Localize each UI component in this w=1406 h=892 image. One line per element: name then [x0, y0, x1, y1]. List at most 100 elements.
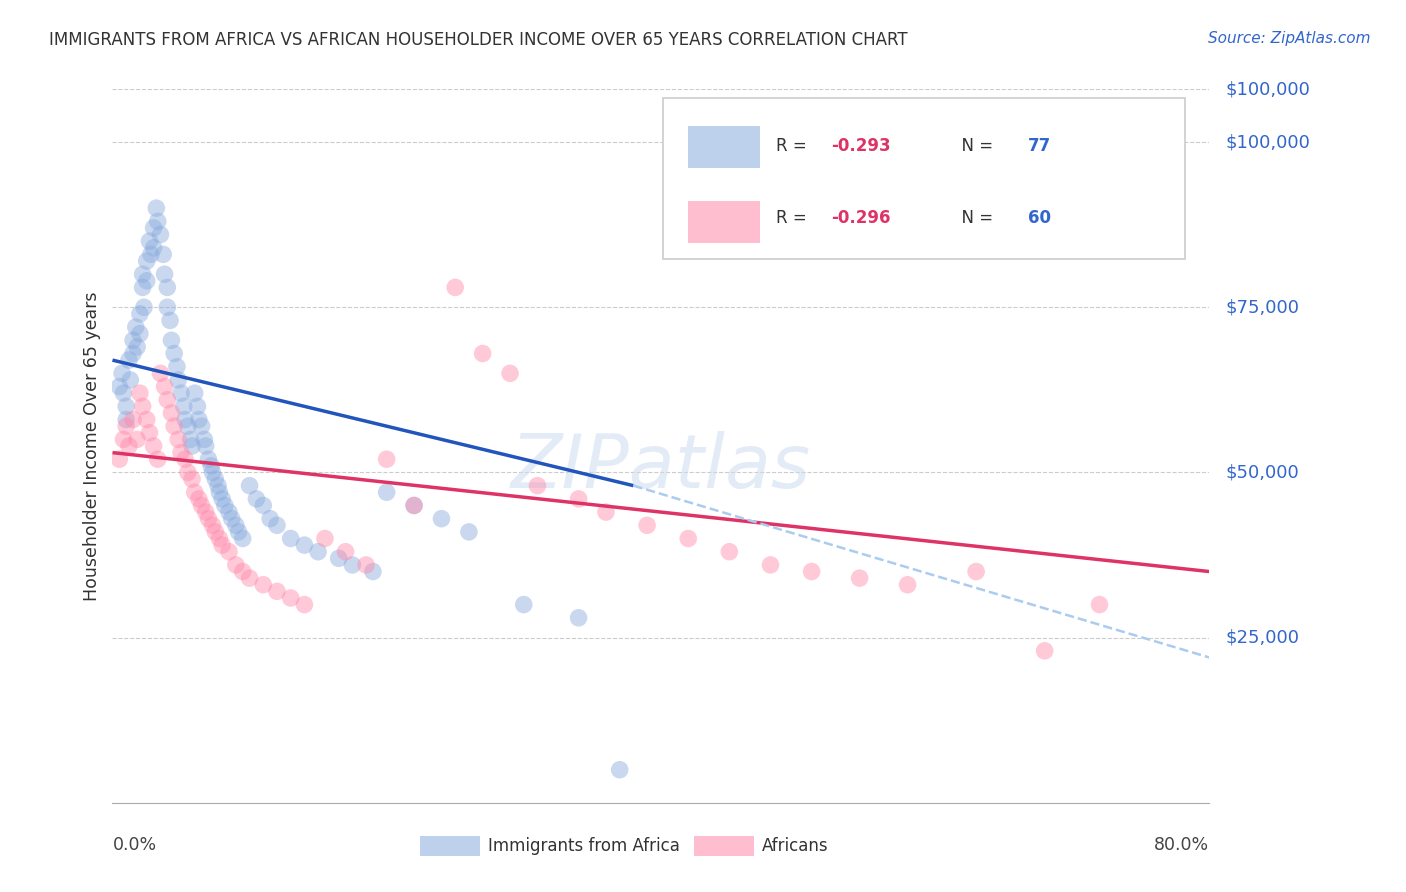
- Point: [444, 280, 467, 294]
- Point: [129, 326, 152, 341]
- Point: [167, 433, 190, 447]
- Point: [132, 300, 155, 314]
- Point: [174, 412, 197, 426]
- Point: [404, 499, 426, 513]
- Point: [526, 478, 548, 492]
- Point: [127, 433, 149, 447]
- Point: [266, 584, 288, 599]
- Text: Immigrants from Africa: Immigrants from Africa: [488, 838, 679, 855]
- Point: [499, 367, 522, 381]
- Point: [194, 505, 217, 519]
- Point: [609, 763, 631, 777]
- Point: [160, 333, 183, 347]
- Point: [208, 485, 231, 500]
- Point: [186, 400, 208, 414]
- Point: [135, 254, 157, 268]
- Text: $100,000: $100,000: [1226, 80, 1310, 98]
- Point: [115, 412, 138, 426]
- Point: [207, 478, 229, 492]
- Point: [163, 346, 186, 360]
- Point: [187, 491, 209, 506]
- Text: 77: 77: [1028, 137, 1052, 155]
- Point: [142, 241, 165, 255]
- Point: [430, 511, 453, 525]
- Point: [156, 392, 179, 407]
- Point: [513, 598, 536, 612]
- Point: [129, 386, 152, 401]
- Point: [142, 221, 165, 235]
- Point: [204, 472, 226, 486]
- Point: [197, 511, 219, 525]
- Point: [266, 518, 288, 533]
- Text: ZIPatlas: ZIPatlas: [510, 432, 811, 503]
- Point: [115, 400, 138, 414]
- Point: [294, 598, 316, 612]
- Point: [181, 439, 204, 453]
- Point: [145, 201, 167, 215]
- FancyBboxPatch shape: [689, 127, 759, 168]
- Point: [636, 518, 658, 533]
- FancyBboxPatch shape: [664, 98, 1185, 259]
- Point: [177, 466, 200, 480]
- Text: $75,000: $75,000: [1226, 298, 1299, 317]
- Point: [201, 466, 224, 480]
- Point: [245, 491, 267, 506]
- Point: [228, 524, 250, 539]
- Point: [201, 518, 224, 533]
- Point: [131, 267, 153, 281]
- Text: Africans: Africans: [762, 838, 828, 855]
- Point: [232, 565, 254, 579]
- Point: [115, 419, 138, 434]
- Point: [211, 538, 233, 552]
- Point: [197, 452, 219, 467]
- Text: 0.0%: 0.0%: [112, 836, 156, 854]
- Point: [568, 611, 591, 625]
- Point: [280, 532, 302, 546]
- Point: [190, 499, 212, 513]
- Point: [194, 439, 217, 453]
- Point: [458, 524, 481, 539]
- Point: [138, 234, 160, 248]
- Point: [965, 565, 987, 579]
- Point: [1033, 644, 1056, 658]
- Point: [375, 485, 398, 500]
- Point: [183, 485, 207, 500]
- Point: [193, 433, 215, 447]
- Point: [328, 551, 350, 566]
- Point: [146, 452, 169, 467]
- Point: [112, 433, 135, 447]
- Point: [122, 333, 145, 347]
- Point: [174, 452, 197, 467]
- Point: [156, 300, 179, 314]
- Point: [111, 367, 134, 381]
- Point: [183, 386, 207, 401]
- Point: [718, 545, 741, 559]
- Point: [167, 373, 190, 387]
- Point: [239, 571, 262, 585]
- Point: [131, 280, 153, 294]
- Point: [180, 433, 202, 447]
- Point: [138, 425, 160, 440]
- Point: [225, 518, 247, 533]
- Text: $50,000: $50,000: [1226, 464, 1299, 482]
- Point: [152, 247, 174, 261]
- Point: [160, 406, 183, 420]
- Point: [595, 505, 617, 519]
- Point: [127, 340, 149, 354]
- Text: R =: R =: [776, 137, 813, 155]
- Point: [204, 524, 226, 539]
- Text: Source: ZipAtlas.com: Source: ZipAtlas.com: [1208, 31, 1371, 46]
- Point: [678, 532, 700, 546]
- Text: N =: N =: [952, 209, 998, 227]
- Point: [139, 247, 162, 261]
- Point: [177, 419, 200, 434]
- Point: [214, 499, 236, 513]
- FancyBboxPatch shape: [419, 837, 479, 856]
- Y-axis label: Householder Income Over 65 years: Householder Income Over 65 years: [83, 292, 101, 600]
- Point: [280, 591, 302, 605]
- Point: [131, 400, 153, 414]
- Point: [375, 452, 398, 467]
- Point: [181, 472, 204, 486]
- Point: [170, 445, 193, 459]
- Point: [759, 558, 782, 572]
